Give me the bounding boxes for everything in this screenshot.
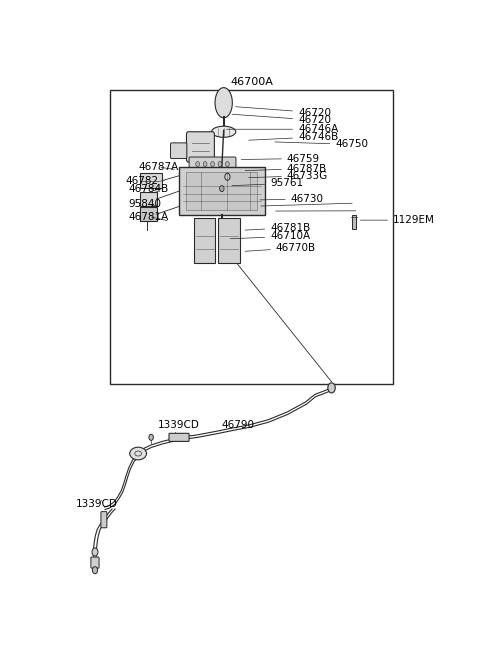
- Circle shape: [219, 186, 224, 192]
- FancyBboxPatch shape: [169, 434, 189, 441]
- Text: 46787B: 46787B: [245, 163, 327, 174]
- Circle shape: [225, 173, 230, 180]
- Text: 46710A: 46710A: [230, 232, 310, 241]
- Text: 46700A: 46700A: [230, 77, 273, 87]
- Circle shape: [92, 567, 97, 574]
- Circle shape: [211, 161, 215, 167]
- Ellipse shape: [130, 447, 146, 460]
- Text: 95761: 95761: [232, 178, 303, 188]
- FancyBboxPatch shape: [140, 192, 156, 206]
- Ellipse shape: [212, 126, 236, 137]
- Text: 46746B: 46746B: [249, 132, 338, 142]
- Circle shape: [218, 161, 222, 167]
- Text: 46720: 46720: [236, 107, 331, 117]
- FancyBboxPatch shape: [189, 157, 236, 171]
- Text: 46759: 46759: [241, 154, 320, 163]
- Text: 95840: 95840: [129, 199, 162, 209]
- Text: 46733G: 46733G: [249, 171, 328, 180]
- Text: 46790: 46790: [221, 420, 254, 430]
- Circle shape: [203, 161, 207, 167]
- Text: 46730: 46730: [260, 194, 324, 204]
- Text: 46782: 46782: [125, 176, 164, 186]
- Bar: [352, 215, 356, 229]
- FancyBboxPatch shape: [91, 557, 99, 568]
- Text: 1129EM: 1129EM: [360, 215, 435, 225]
- Text: 46787A: 46787A: [138, 162, 179, 172]
- FancyBboxPatch shape: [186, 132, 215, 162]
- Polygon shape: [215, 88, 232, 118]
- Circle shape: [196, 161, 200, 167]
- FancyBboxPatch shape: [194, 218, 216, 263]
- Bar: [186, 172, 257, 210]
- Circle shape: [149, 434, 154, 440]
- FancyBboxPatch shape: [101, 512, 107, 528]
- Text: 1339CD: 1339CD: [76, 499, 118, 509]
- Text: 1339CD: 1339CD: [158, 420, 200, 434]
- FancyBboxPatch shape: [140, 207, 156, 221]
- Text: 46720: 46720: [232, 114, 331, 125]
- Circle shape: [226, 161, 229, 167]
- FancyBboxPatch shape: [170, 143, 187, 159]
- FancyBboxPatch shape: [218, 218, 240, 263]
- Text: 46770B: 46770B: [245, 243, 316, 253]
- Text: 46784B: 46784B: [129, 184, 169, 194]
- Circle shape: [328, 383, 335, 393]
- Text: 46750: 46750: [275, 139, 368, 150]
- Text: 46781A: 46781A: [129, 212, 169, 222]
- Text: 46746A: 46746A: [227, 124, 338, 134]
- FancyBboxPatch shape: [140, 173, 162, 188]
- Text: 46781B: 46781B: [245, 223, 311, 233]
- FancyBboxPatch shape: [179, 167, 264, 215]
- Bar: [110, 90, 393, 384]
- Circle shape: [92, 548, 98, 556]
